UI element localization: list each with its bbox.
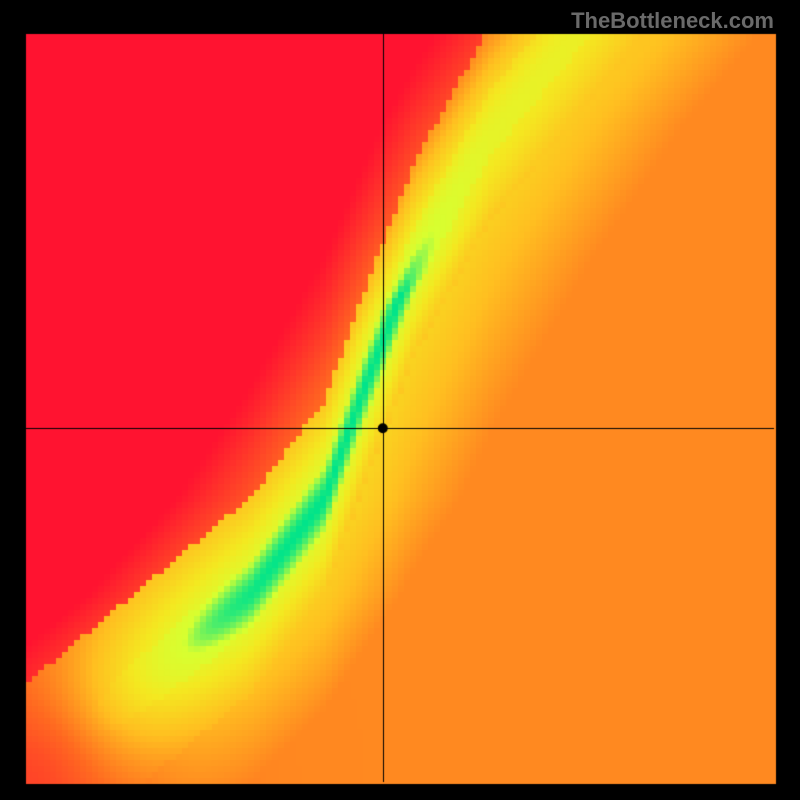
heatmap-canvas xyxy=(0,0,800,800)
watermark-label: TheBottleneck.com xyxy=(571,8,774,34)
